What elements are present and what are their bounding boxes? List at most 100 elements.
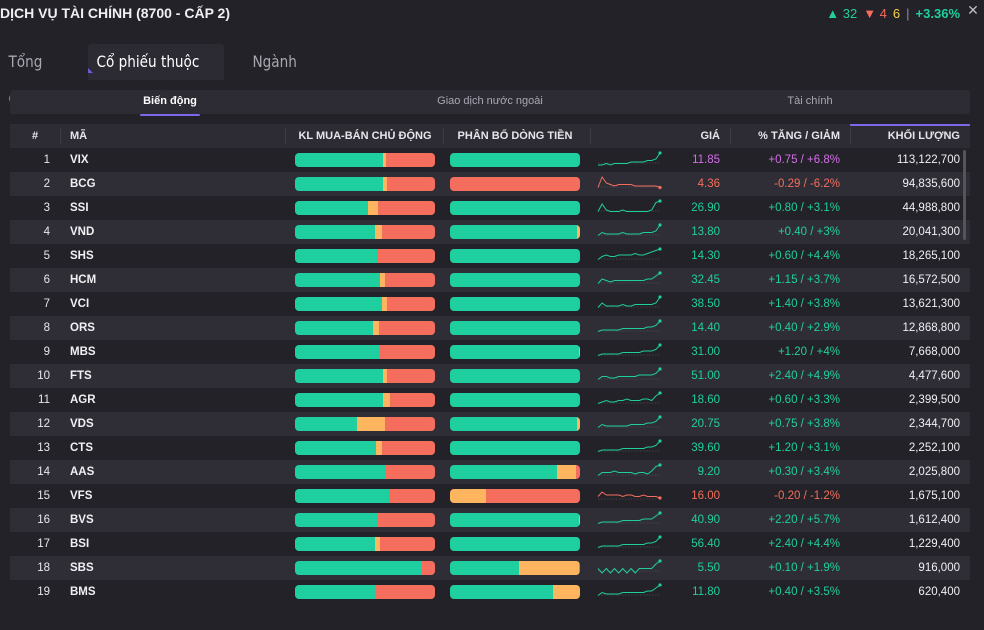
main-tabs: Tổng quan Cổ phiếu thuộc ngành Ngành con <box>0 44 297 107</box>
price-sparkline <box>597 319 662 332</box>
table-row[interactable]: 11 AGR 18.60 +0.60 / +3.3% 2,399,500 <box>10 388 970 412</box>
col-index[interactable]: # <box>31 130 39 142</box>
col-divider <box>850 128 851 144</box>
subtab-foreign-trading[interactable]: Giao dịch nước ngoài <box>437 95 543 107</box>
col-buy-sell-volume[interactable]: KL MUA-BÁN CHỦ ĐỘNG <box>298 130 432 142</box>
bar-segment-sell <box>377 201 435 215</box>
col-price[interactable]: GIÁ <box>700 130 720 142</box>
stock-price: 14.40 <box>691 322 720 334</box>
tab-overview[interactable]: Tổng quan <box>8 52 43 107</box>
sparkline-endpoint <box>658 511 662 515</box>
price-change: +0.40 / +3% <box>777 226 840 238</box>
table-row[interactable]: 7 VCI 38.50 +1.40 / +3.8% 13,621,300 <box>10 292 970 316</box>
sub-tabs: Biến động Giao dịch nước ngoài Tài chính <box>10 90 970 116</box>
bar-segment-neutral <box>578 513 580 527</box>
bar-segment-buy <box>295 273 381 287</box>
stock-price: 16.00 <box>691 490 720 502</box>
table-row[interactable]: 13 CTS 39.60 +1.20 / +3.1% 2,252,100 <box>10 436 970 460</box>
bar-segment-sell <box>387 177 435 191</box>
col-money-flow[interactable]: PHÂN BỔ DÒNG TIỀN <box>457 130 573 142</box>
money-flow-bar <box>450 537 580 551</box>
table-row[interactable]: 17 BSI 56.40 +2.40 / +4.4% 1,229,400 <box>10 532 970 556</box>
table-row[interactable]: 5 SHS 14.30 +0.60 / +4.4% 18,265,100 <box>10 244 970 268</box>
price-sparkline <box>598 151 662 166</box>
bar-segment-buy <box>450 537 580 551</box>
bar-segment-sell <box>576 465 580 479</box>
table-row[interactable]: 10 FTS 51.00 +2.40 / +4.9% 4,477,600 <box>10 364 970 388</box>
row-index: 13 <box>37 442 50 454</box>
stock-symbol[interactable]: BCG <box>70 178 96 190</box>
bar-segment-buy <box>450 153 580 167</box>
bar-segment-buy <box>295 297 382 311</box>
table-row[interactable]: 16 BVS 40.90 +2.20 / +5.7% 1,612,400 <box>10 508 970 532</box>
trading-volume: 7,668,000 <box>908 346 960 358</box>
stock-symbol[interactable]: VDS <box>70 418 94 430</box>
stock-symbol[interactable]: VCI <box>70 298 90 310</box>
bar-segment-neutral <box>577 417 580 431</box>
trading-volume: 1,612,400 <box>908 514 960 526</box>
stock-price: 18.60 <box>691 394 720 406</box>
sparkline-path <box>597 416 661 428</box>
bar-segment-buy <box>450 249 580 263</box>
price-sparkline <box>597 247 662 260</box>
stock-symbol[interactable]: VIX <box>70 154 89 166</box>
close-icon[interactable]: ✕ <box>967 2 979 18</box>
price-sparkline <box>597 463 662 476</box>
tab-sector-stocks[interactable]: Cổ phiếu thuộc ngành <box>88 44 224 107</box>
trading-volume: 18,265,100 <box>902 250 960 262</box>
table-row[interactable]: 4 VND 13.80 +0.40 / +3% 20,041,300 <box>10 220 970 244</box>
stock-price: 56.40 <box>691 538 720 550</box>
scrollbar[interactable] <box>963 150 966 240</box>
table-row[interactable]: 3 SSI 26.90 +0.80 / +3.1% 44,988,800 <box>10 196 970 220</box>
stock-symbol[interactable]: MBS <box>70 346 96 358</box>
col-symbol[interactable]: MÃ <box>70 130 88 142</box>
money-flow-bar <box>450 321 580 335</box>
table-row[interactable]: 18 SBS 5.50 +0.10 / +1.9% 916,000 <box>10 556 970 580</box>
stock-price: 5.50 <box>697 562 720 574</box>
stock-symbol[interactable]: BMS <box>70 586 96 598</box>
stock-symbol[interactable]: FTS <box>70 370 92 382</box>
stock-symbol[interactable]: SHS <box>70 250 94 262</box>
bar-segment-buy <box>295 513 378 527</box>
trading-volume: 2,399,500 <box>908 394 960 406</box>
stock-symbol[interactable]: SBS <box>70 562 94 574</box>
bar-segment-sell <box>379 345 435 359</box>
table-row[interactable]: 9 MBS 31.00 +1.20 / +4% 7,668,000 <box>10 340 970 364</box>
stock-symbol[interactable]: CTS <box>70 442 93 454</box>
buy-sell-bar <box>295 201 435 215</box>
buy-sell-bar <box>295 177 435 191</box>
stock-symbol[interactable]: BSI <box>70 538 90 550</box>
table-row[interactable]: 12 VDS 20.75 +0.75 / +3.8% 2,344,700 <box>10 412 970 436</box>
table-row[interactable]: 1 VIX 11.85 +0.75 / +6.8% 113,122,700 <box>10 148 970 172</box>
table-row[interactable]: 6 HCM 32.45 +1.15 / +3.7% 16,572,500 <box>10 268 970 292</box>
stock-symbol[interactable]: BVS <box>70 514 94 526</box>
stock-symbol[interactable]: AAS <box>70 466 95 478</box>
price-change: +0.80 / +3.1% <box>768 202 840 214</box>
price-change: +0.60 / +4.4% <box>768 250 840 262</box>
stock-symbol[interactable]: VND <box>70 226 95 238</box>
sparkline-path <box>597 320 661 332</box>
stock-symbol[interactable]: HCM <box>70 274 97 286</box>
buy-sell-bar <box>295 585 435 599</box>
bar-segment-neutral <box>356 417 385 431</box>
stock-symbol[interactable]: SSI <box>70 202 89 214</box>
sparkline-endpoint <box>658 223 662 227</box>
col-change[interactable]: % TĂNG / GIẢM <box>758 130 840 142</box>
row-index: 18 <box>37 562 50 574</box>
bar-segment-sell <box>385 153 435 167</box>
table-row[interactable]: 2 BCG 4.36 -0.29 / -6.2% 94,835,600 <box>10 172 970 196</box>
sparkline-endpoint <box>658 535 662 539</box>
stock-symbol[interactable]: ORS <box>70 322 95 334</box>
bar-segment-buy <box>295 321 374 335</box>
stock-price: 4.36 <box>697 178 720 190</box>
table-row[interactable]: 14 AAS 9.20 +0.30 / +3.4% 2,025,800 <box>10 460 970 484</box>
stock-symbol[interactable]: VFS <box>70 490 93 502</box>
stock-symbol[interactable]: AGR <box>70 394 96 406</box>
subtab-financials[interactable]: Tài chính <box>787 95 833 107</box>
table-row[interactable]: 15 VFS 16.00 -0.20 / -1.2% 1,675,100 <box>10 484 970 508</box>
table-row[interactable]: 19 BMS 11.80 +0.40 / +3.5% 620,400 <box>10 580 970 604</box>
subtab-movement[interactable]: Biến động <box>140 90 200 116</box>
col-volume[interactable]: KHỐI LƯỢNG <box>887 130 960 142</box>
tab-sub-sectors[interactable]: Ngành con <box>252 52 297 107</box>
table-row[interactable]: 8 ORS 14.40 +0.40 / +2.9% 12,868,800 <box>10 316 970 340</box>
